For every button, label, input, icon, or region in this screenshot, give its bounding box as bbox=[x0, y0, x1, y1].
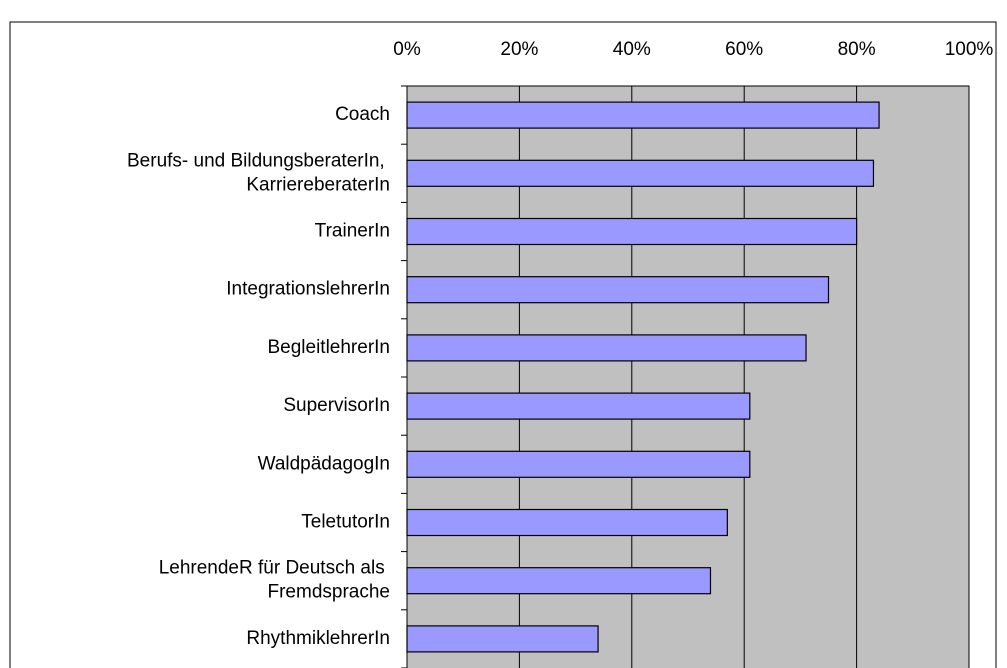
x-tick-label: 40% bbox=[613, 39, 651, 60]
bar bbox=[406, 392, 751, 420]
bar bbox=[406, 567, 712, 595]
bar bbox=[406, 508, 728, 537]
bar bbox=[406, 450, 751, 478]
bar bbox=[406, 217, 858, 246]
x-tick-label: 20% bbox=[500, 39, 538, 60]
y-tick-label: WaldpädagogIn bbox=[258, 453, 390, 474]
bar bbox=[406, 101, 880, 129]
y-tick-label: IntegrationslehrerIn bbox=[226, 279, 390, 300]
y-tick-label: Berufs- und BildungsberaterIn, Karriereb… bbox=[127, 150, 390, 195]
y-tick-label: RhythmiklehrerIn bbox=[246, 628, 390, 649]
y-tick-label: TeletutorIn bbox=[301, 512, 390, 533]
y-tick-label: TrainerIn bbox=[315, 221, 390, 242]
y-tick-label: SupervisorIn bbox=[283, 395, 390, 416]
x-tick-label: 60% bbox=[725, 39, 763, 60]
x-tick-label: 80% bbox=[838, 39, 876, 60]
y-tick-label: BegleitlehrerIn bbox=[267, 337, 390, 358]
y-tick-label: LehrendeR für Deutsch als Fremdsprache bbox=[159, 558, 390, 603]
x-tick-label: 100% bbox=[945, 39, 994, 60]
y-tick-label: Coach bbox=[335, 104, 390, 125]
x-tick-label: 0% bbox=[393, 39, 421, 60]
bar bbox=[406, 159, 875, 187]
bar bbox=[406, 334, 807, 362]
bar bbox=[406, 276, 830, 304]
bar bbox=[406, 625, 599, 653]
